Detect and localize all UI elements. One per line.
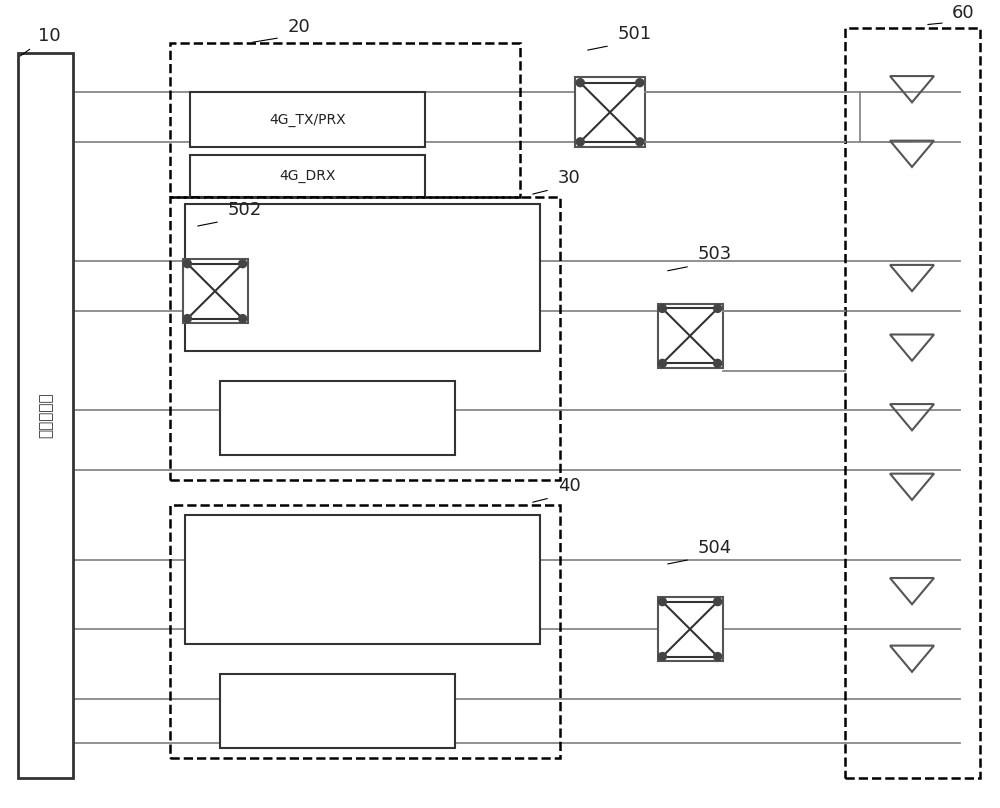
Bar [185,204,540,351]
Text: 40: 40 [558,477,581,495]
Text: 射频收发器: 射频收发器 [38,393,53,438]
Bar [182,259,248,323]
Circle shape [576,138,584,145]
Circle shape [714,360,722,368]
Circle shape [239,314,247,322]
Circle shape [636,78,644,86]
Text: 503: 503 [698,246,732,263]
Bar [220,674,455,748]
Text: 504: 504 [698,539,732,557]
Circle shape [658,598,666,606]
Circle shape [714,653,722,660]
Circle shape [183,259,191,267]
Bar [220,381,455,455]
Bar [845,27,980,778]
Circle shape [658,653,666,660]
Circle shape [714,598,722,606]
Text: 502: 502 [228,200,262,219]
Bar [575,78,645,147]
Bar [185,515,540,644]
Circle shape [183,314,191,322]
Bar [190,92,425,147]
Circle shape [658,305,666,313]
Bar [170,196,560,480]
Circle shape [714,305,722,313]
Bar [658,304,722,368]
Text: 4G_DRX: 4G_DRX [279,169,336,183]
Bar [170,43,520,196]
Circle shape [239,259,247,267]
Bar [658,597,722,662]
Bar [190,155,425,196]
Text: 4G_TX/PRX: 4G_TX/PRX [269,112,346,127]
Text: 20: 20 [288,18,311,36]
Circle shape [576,78,584,86]
Bar [170,505,560,758]
Circle shape [658,360,666,368]
Circle shape [636,138,644,145]
Text: 10: 10 [38,27,61,44]
Text: 501: 501 [618,25,652,43]
Text: 30: 30 [558,169,581,187]
Bar [18,53,73,778]
Text: 60: 60 [952,4,975,22]
